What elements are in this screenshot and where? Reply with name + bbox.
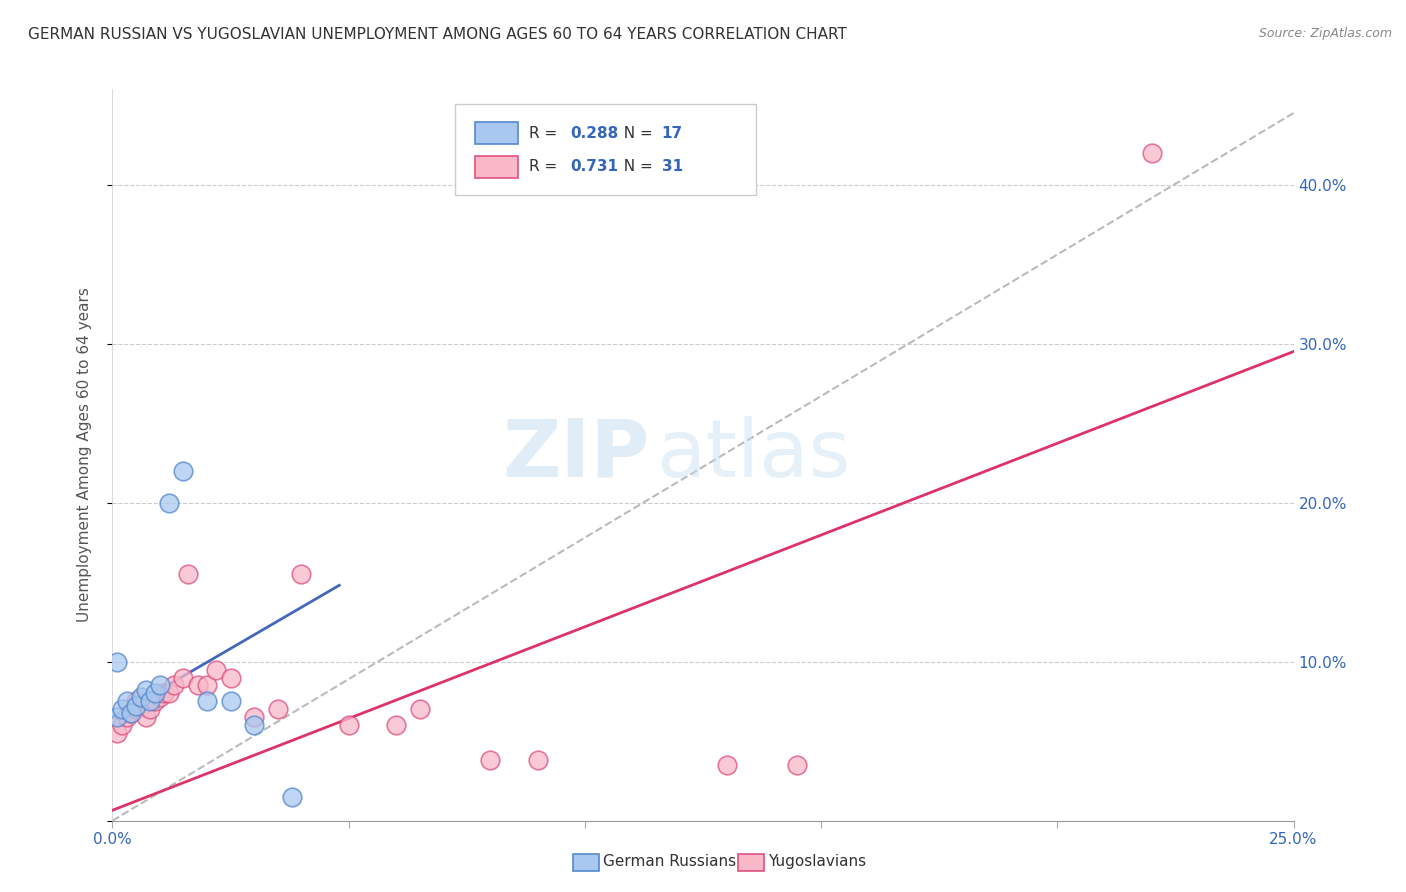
Text: atlas: atlas	[655, 416, 851, 494]
Point	[267, 702, 290, 716]
Point	[125, 702, 148, 716]
Point	[105, 710, 128, 724]
Point	[172, 464, 194, 478]
Text: 31: 31	[662, 160, 683, 174]
Point	[163, 678, 186, 692]
Point	[205, 663, 228, 677]
Text: N =: N =	[614, 160, 658, 174]
Point	[172, 671, 194, 685]
Text: R =: R =	[530, 126, 562, 141]
FancyBboxPatch shape	[574, 854, 599, 871]
Point	[125, 699, 148, 714]
Point	[243, 718, 266, 732]
Point	[111, 702, 134, 716]
Point	[157, 686, 180, 700]
Point	[105, 655, 128, 669]
Point	[129, 690, 152, 704]
FancyBboxPatch shape	[738, 854, 765, 871]
Point	[105, 726, 128, 740]
Point	[135, 710, 157, 724]
Point	[1140, 145, 1163, 160]
Point	[157, 495, 180, 509]
Text: Source: ZipAtlas.com: Source: ZipAtlas.com	[1258, 27, 1392, 40]
Text: GERMAN RUSSIAN VS YUGOSLAVIAN UNEMPLOYMENT AMONG AGES 60 TO 64 YEARS CORRELATION: GERMAN RUSSIAN VS YUGOSLAVIAN UNEMPLOYME…	[28, 27, 846, 42]
Text: Yugoslavians: Yugoslavians	[768, 855, 866, 869]
Text: N =: N =	[614, 126, 658, 141]
Point	[186, 678, 208, 692]
Point	[337, 718, 360, 732]
Point	[243, 710, 266, 724]
Point	[153, 686, 176, 700]
Point	[111, 718, 134, 732]
Point	[408, 702, 430, 716]
Point	[143, 686, 166, 700]
Point	[526, 753, 548, 767]
Point	[385, 718, 408, 732]
Text: R =: R =	[530, 160, 562, 174]
Point	[219, 671, 242, 685]
Point	[290, 567, 312, 582]
Y-axis label: Unemployment Among Ages 60 to 64 years: Unemployment Among Ages 60 to 64 years	[77, 287, 91, 623]
Point	[115, 710, 138, 724]
Point	[129, 699, 152, 714]
Point	[135, 683, 157, 698]
Text: 17: 17	[662, 126, 683, 141]
Point	[479, 753, 502, 767]
Point	[716, 758, 738, 772]
Point	[195, 694, 218, 708]
Text: 0.288: 0.288	[571, 126, 619, 141]
FancyBboxPatch shape	[475, 122, 517, 145]
FancyBboxPatch shape	[456, 103, 756, 195]
Point	[120, 706, 142, 720]
Point	[115, 694, 138, 708]
Point	[139, 702, 162, 716]
Point	[281, 789, 304, 804]
Text: 0.731: 0.731	[571, 160, 619, 174]
Point	[149, 678, 172, 692]
Text: ZIP: ZIP	[502, 416, 650, 494]
Text: German Russians: German Russians	[603, 855, 735, 869]
Point	[143, 694, 166, 708]
Point	[177, 567, 200, 582]
Point	[149, 690, 172, 704]
Point	[139, 694, 162, 708]
Point	[786, 758, 808, 772]
FancyBboxPatch shape	[475, 156, 517, 178]
Point	[125, 694, 148, 708]
Point	[195, 678, 218, 692]
Point	[120, 706, 142, 720]
Point	[219, 694, 242, 708]
